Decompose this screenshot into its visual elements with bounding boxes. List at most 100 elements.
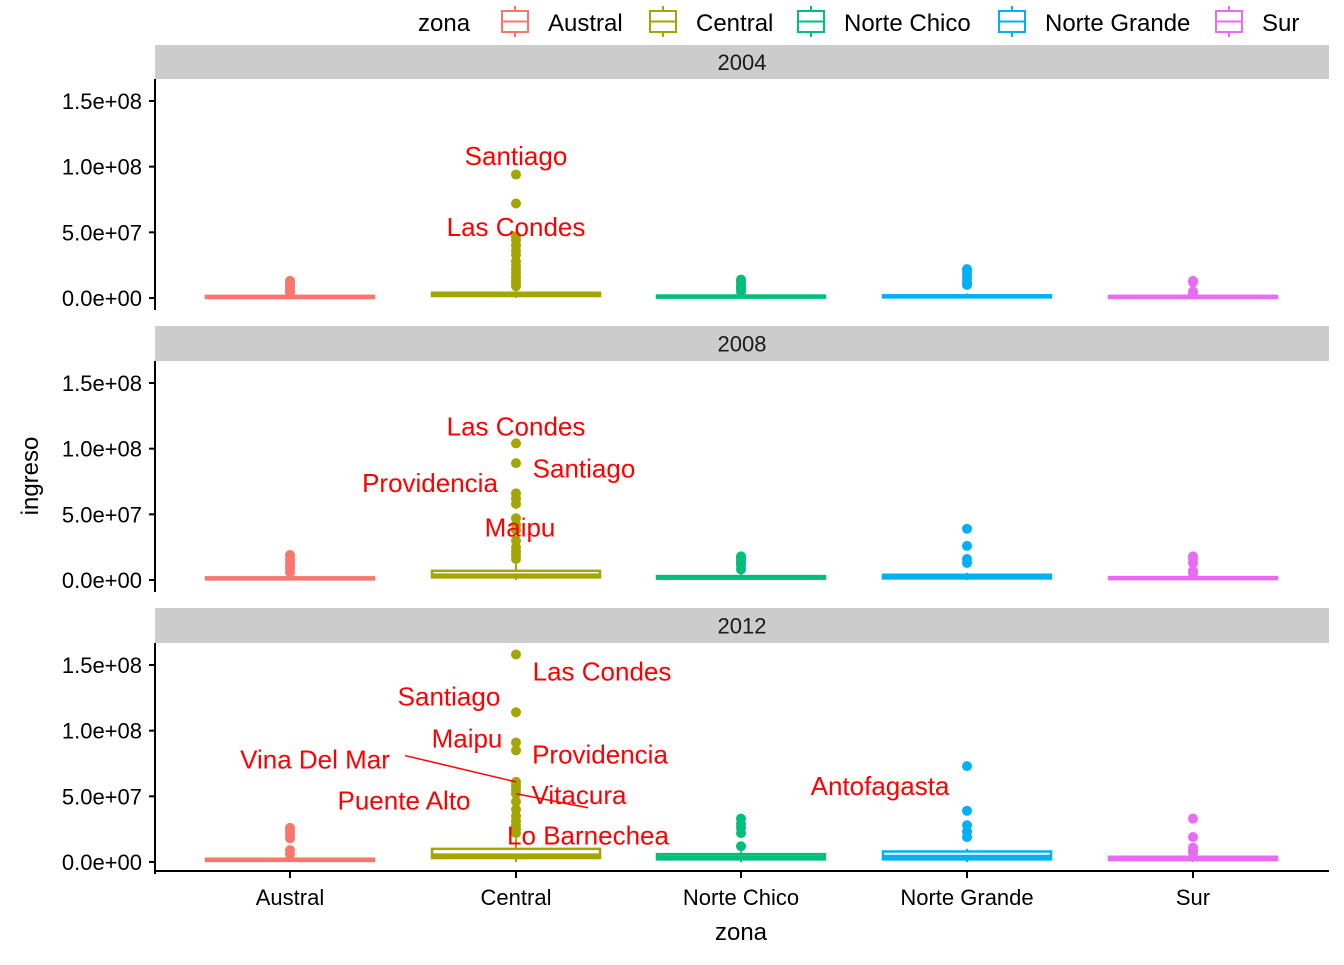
- box-norte-grande: [881, 264, 1053, 299]
- box-central: [430, 649, 602, 862]
- outlier-point: [285, 845, 295, 856]
- legend-label: Norte Grande: [1045, 10, 1190, 37]
- box-sur: [1107, 551, 1279, 581]
- y-tick-label: 0.0e+00: [62, 568, 142, 593]
- outlier-point: [511, 231, 521, 242]
- facet-panel-2008: 2008 0.0e+00 5.0e+07 1.0e+08 1.5e+08 Las Cond…: [62, 326, 1329, 593]
- legend-item: Norte Chico: [797, 6, 971, 37]
- outlier-point: [736, 551, 746, 562]
- facet-strip-label: 2004: [718, 50, 767, 75]
- box-norte-chico: [655, 551, 827, 580]
- legend-item: Sur: [1215, 6, 1299, 37]
- outlier-point: [1188, 813, 1198, 824]
- y-tick-label: 5.0e+07: [62, 784, 142, 809]
- point-label: Las Condes: [533, 657, 672, 687]
- box-norte-chico: [655, 274, 827, 299]
- legend-label: Sur: [1262, 10, 1299, 37]
- outlier-point: [511, 804, 521, 815]
- outlier-point: [511, 796, 521, 807]
- facet-strip-label: 2008: [718, 332, 767, 357]
- legend-label: Austral: [548, 10, 623, 37]
- box-austral: [204, 275, 376, 300]
- box-norte-grande: [881, 523, 1053, 580]
- outlier-point: [511, 458, 521, 469]
- outlier-point: [1188, 286, 1198, 297]
- outlier-point: [511, 169, 521, 180]
- outlier-point: [511, 488, 521, 499]
- y-tick-label: 1.5e+08: [62, 653, 142, 678]
- point-label: Las Condes: [447, 411, 586, 441]
- legend-item: Central: [649, 6, 773, 37]
- point-label: Vina Del Mar: [240, 745, 390, 775]
- point-label: Vitacura: [532, 780, 627, 810]
- x-tick-label: Austral: [256, 885, 324, 910]
- outlier-point: [285, 822, 295, 833]
- outlier-point: [962, 761, 972, 772]
- point-label: Providencia: [532, 739, 668, 769]
- legend-item: Austral: [501, 6, 623, 37]
- y-tick-label: 5.0e+07: [62, 502, 142, 527]
- outlier-point: [511, 438, 521, 449]
- box-norte-grande: [881, 761, 1053, 862]
- y-tick-label: 0.0e+00: [62, 286, 142, 311]
- outlier-point: [1188, 551, 1198, 562]
- box-central: [430, 169, 602, 298]
- outlier-point: [1188, 842, 1198, 853]
- outlier-point: [511, 745, 521, 756]
- box-austral: [204, 822, 376, 863]
- outlier-point: [962, 820, 972, 831]
- point-label: Puente Alto: [338, 785, 471, 815]
- box-sur: [1107, 275, 1279, 300]
- point-label: Maipu: [432, 724, 503, 754]
- facet-panel-2012: 2012 0.0e+00 5.0e+07 1.0e+08 1.5e+08 Las Cond…: [62, 608, 1329, 875]
- label-leader-line: [404, 754, 517, 783]
- facet-strip: [155, 45, 1329, 79]
- point-label: Maipu: [485, 512, 556, 542]
- point-label: Antofagasta: [811, 771, 950, 801]
- x-tick-label: Norte Grande: [900, 885, 1033, 910]
- label-leader-line: [515, 792, 589, 809]
- outlier-point: [962, 523, 972, 534]
- outlier-point: [511, 737, 521, 748]
- box-central: [430, 438, 602, 580]
- y-axis-title: ingreso: [17, 437, 44, 516]
- outlier-point: [962, 553, 972, 564]
- y-tick-label: 1.5e+08: [62, 89, 142, 114]
- outlier-point: [511, 513, 521, 524]
- outlier-point: [736, 813, 746, 824]
- point-label: Lo Barnechea: [507, 821, 669, 851]
- facet-panel-2004: 2004 0.0e+00 5.0e+07 1.0e+08 1.5e+08 Santiago…: [62, 45, 1329, 311]
- x-tick-label: Central: [481, 885, 552, 910]
- x-axis-title: zona: [715, 919, 768, 946]
- outlier-point: [1188, 565, 1198, 576]
- outlier-point: [511, 649, 521, 660]
- outlier-point: [285, 275, 295, 286]
- facet-strip: [155, 608, 1329, 643]
- outlier-point: [962, 805, 972, 816]
- outlier-point: [736, 841, 746, 852]
- box-austral: [204, 550, 376, 581]
- point-label: Providencia: [362, 468, 498, 498]
- y-tick-label: 1.0e+08: [62, 437, 142, 462]
- outlier-point: [285, 550, 295, 561]
- y-tick-label: 1.0e+08: [62, 719, 142, 744]
- outlier-point: [962, 540, 972, 551]
- facet-strip-label: 2012: [718, 614, 767, 639]
- outlier-point: [1188, 275, 1198, 286]
- legend-label: Central: [696, 10, 773, 37]
- y-tick-label: 0.0e+00: [62, 850, 142, 875]
- point-label: Santiago: [533, 453, 636, 483]
- point-label: Las Condes: [447, 212, 586, 242]
- outlier-point: [962, 264, 972, 275]
- box-norte-chico: [655, 813, 827, 862]
- y-tick-label: 1.5e+08: [62, 371, 142, 396]
- outlier-point: [511, 198, 521, 209]
- legend-label: Norte Chico: [844, 10, 971, 37]
- box-sur: [1107, 813, 1279, 862]
- outlier-point: [511, 707, 521, 718]
- x-tick-label: Norte Chico: [683, 885, 799, 910]
- point-label: Santiago: [465, 141, 568, 171]
- y-tick-label: 5.0e+07: [62, 220, 142, 245]
- legend-title: zona: [418, 10, 471, 37]
